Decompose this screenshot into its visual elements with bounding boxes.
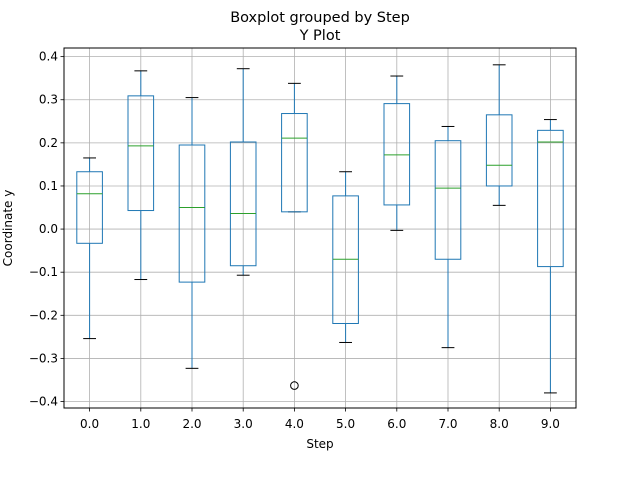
- x-tick-label: 8.0: [490, 417, 509, 431]
- iqr-box: [127, 95, 155, 212]
- iqr-box: [434, 140, 462, 260]
- axes-frame: [63, 47, 577, 409]
- iqr-box: [178, 144, 206, 283]
- box-group-6.0: [383, 75, 411, 231]
- x-tick-label: 6.0: [387, 417, 406, 431]
- iqr-box: [383, 103, 411, 206]
- y-tick-label: 0.4: [39, 50, 58, 64]
- iqr-box: [76, 171, 103, 244]
- y-tick-label: 0.2: [39, 136, 58, 150]
- x-tick-label: 4.0: [285, 417, 304, 431]
- iqr-box: [281, 113, 308, 213]
- y-tick-label: 0.3: [39, 93, 58, 107]
- y-tick-label: −0.1: [29, 265, 58, 279]
- y-tick-label: 0.1: [39, 179, 58, 193]
- iqr-box: [229, 141, 257, 267]
- box-group-7.0: [434, 125, 462, 349]
- y-tick-label: 0.0: [39, 222, 58, 236]
- box-group-9.0: [537, 119, 564, 394]
- box-group-1.0: [127, 70, 155, 281]
- box-group-3.0: [229, 68, 257, 276]
- y-axis-label: Coordinate y: [1, 190, 15, 267]
- x-tick-label: 3.0: [234, 417, 253, 431]
- box-group-8.0: [485, 64, 513, 206]
- box-group-0.0: [76, 157, 103, 340]
- chart-title: Boxplot grouped by Step: [230, 10, 410, 26]
- x-axis-label: Step: [306, 437, 333, 451]
- y-tick-label: −0.4: [29, 395, 58, 409]
- x-tick-label: 1.0: [131, 417, 150, 431]
- box-group-4.0: [281, 82, 308, 390]
- y-tick-label: −0.3: [29, 351, 58, 365]
- x-tick-label: 7.0: [438, 417, 457, 431]
- box-layer: [76, 64, 564, 394]
- x-tick-label: 9.0: [541, 417, 560, 431]
- x-tick-label: 5.0: [336, 417, 355, 431]
- chart-subtitle: Y Plot: [299, 28, 341, 44]
- x-tick-label: 0.0: [80, 417, 99, 431]
- outlier-point: [290, 381, 299, 390]
- x-tick-label: 2.0: [182, 417, 201, 431]
- iqr-box: [485, 114, 513, 187]
- y-tick-label: −0.2: [29, 308, 58, 322]
- iqr-box: [537, 129, 564, 268]
- box-group-5.0: [332, 171, 359, 343]
- tick-layer: 0.4 0.3 0.2 0.1 0.0 −0.1 −0.2 −0.3 −0.4 0.0 1.0 2.0…: [29, 50, 560, 431]
- box-group-2.0: [178, 97, 206, 369]
